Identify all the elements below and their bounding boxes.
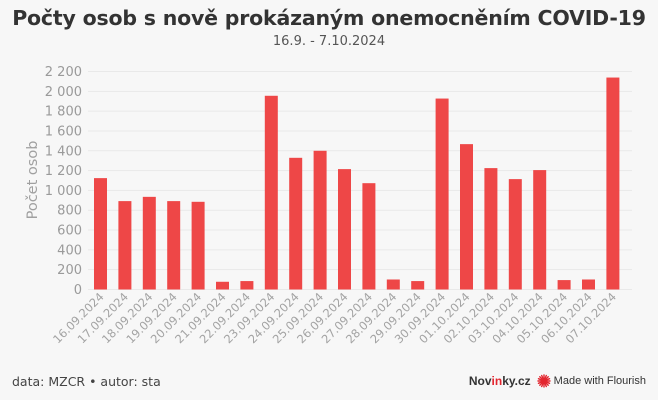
bar[interactable]: 05.10.2024: 95	[557, 280, 571, 290]
made-with-flourish-link[interactable]: Made with Flourish	[536, 374, 646, 388]
bar[interactable]: 24.09.2024: 1329	[289, 157, 303, 290]
chart-title: Počty osob s nově prokázaným onemocněním…	[12, 6, 646, 30]
y-tick-label: 1 400	[45, 144, 82, 159]
bar[interactable]: 30.09.2024: 1927	[435, 98, 449, 290]
y-tick-label: 2 000	[45, 85, 82, 100]
bar[interactable]: 22.09.2024: 85	[240, 281, 254, 290]
bar[interactable]: 27.09.2024: 1073	[362, 183, 376, 290]
bar[interactable]: 04.10.2024: 1205	[533, 170, 547, 290]
footer-brand: Novinky.cz Made with Flourish	[469, 374, 646, 388]
y-tick-label: 1 200	[45, 164, 82, 179]
bar[interactable]: 26.09.2024: 1215	[338, 169, 351, 290]
y-tick-label: 2 200	[45, 65, 82, 80]
bar[interactable]: 03.10.2024: 1114	[508, 179, 522, 290]
bar-chart: 0 200 400 600 800 1 000 1 200 1 400 1 600 1 800 2 …	[25, 65, 632, 346]
y-tick-label: 0	[74, 283, 82, 298]
y-tick-label: 600	[57, 224, 82, 239]
bar[interactable]: 23.09.2024: 1955	[264, 95, 278, 290]
y-tick-label: 200	[57, 263, 82, 278]
bar[interactable]: 16.09.2024: 1124	[94, 178, 107, 290]
bar[interactable]: 28.09.2024: 101	[386, 279, 400, 290]
source-note: data: MZCR • autor: sta	[12, 374, 161, 389]
y-tick-label: 1 800	[45, 105, 82, 120]
bar[interactable]: 19.09.2024: 892	[167, 201, 181, 290]
y-tick-label: 400	[57, 243, 82, 258]
flourish-burst-icon	[536, 374, 551, 388]
bar[interactable]: 18.09.2024: 935	[142, 196, 156, 290]
chart-subtitle: 16.9. - 7.10.2024	[272, 34, 386, 49]
y-tick-label: 1 600	[45, 124, 82, 139]
novinky-logo[interactable]: Novinky.cz	[468, 374, 531, 388]
y-tick-label: 1 000	[45, 184, 82, 199]
bar[interactable]: 02.10.2024: 1225	[484, 168, 498, 290]
bar[interactable]: 21.09.2024: 78	[216, 281, 229, 290]
bar[interactable]: 07.10.2024: 2139	[606, 77, 620, 290]
y-axis-title: Počet osob	[25, 141, 41, 220]
bar[interactable]: 20.09.2024: 885	[191, 201, 205, 290]
bar[interactable]: 17.09.2024: 892	[118, 201, 132, 290]
bar[interactable]: 29.09.2024: 85	[411, 281, 425, 290]
y-tick-label: 800	[57, 204, 82, 219]
bar[interactable]: 06.10.2024: 101	[582, 279, 595, 290]
bar[interactable]: 01.10.2024: 1467	[460, 144, 473, 290]
